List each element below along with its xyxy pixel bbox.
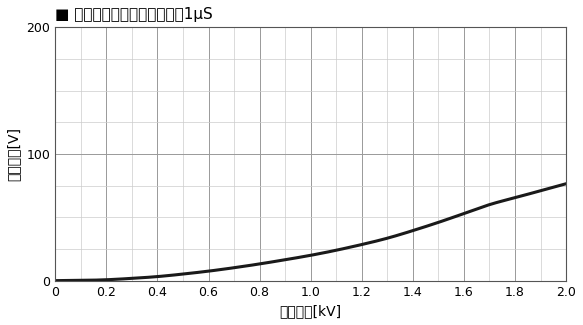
Y-axis label: 出力電圧[V]: 出力電圧[V] [7, 127, 21, 181]
Text: ■ パルス減衰特性　パルス幀1μS: ■ パルス減衰特性 パルス幀1μS [55, 7, 213, 22]
X-axis label: 入力電圧[kV]: 入力電圧[kV] [280, 304, 342, 318]
